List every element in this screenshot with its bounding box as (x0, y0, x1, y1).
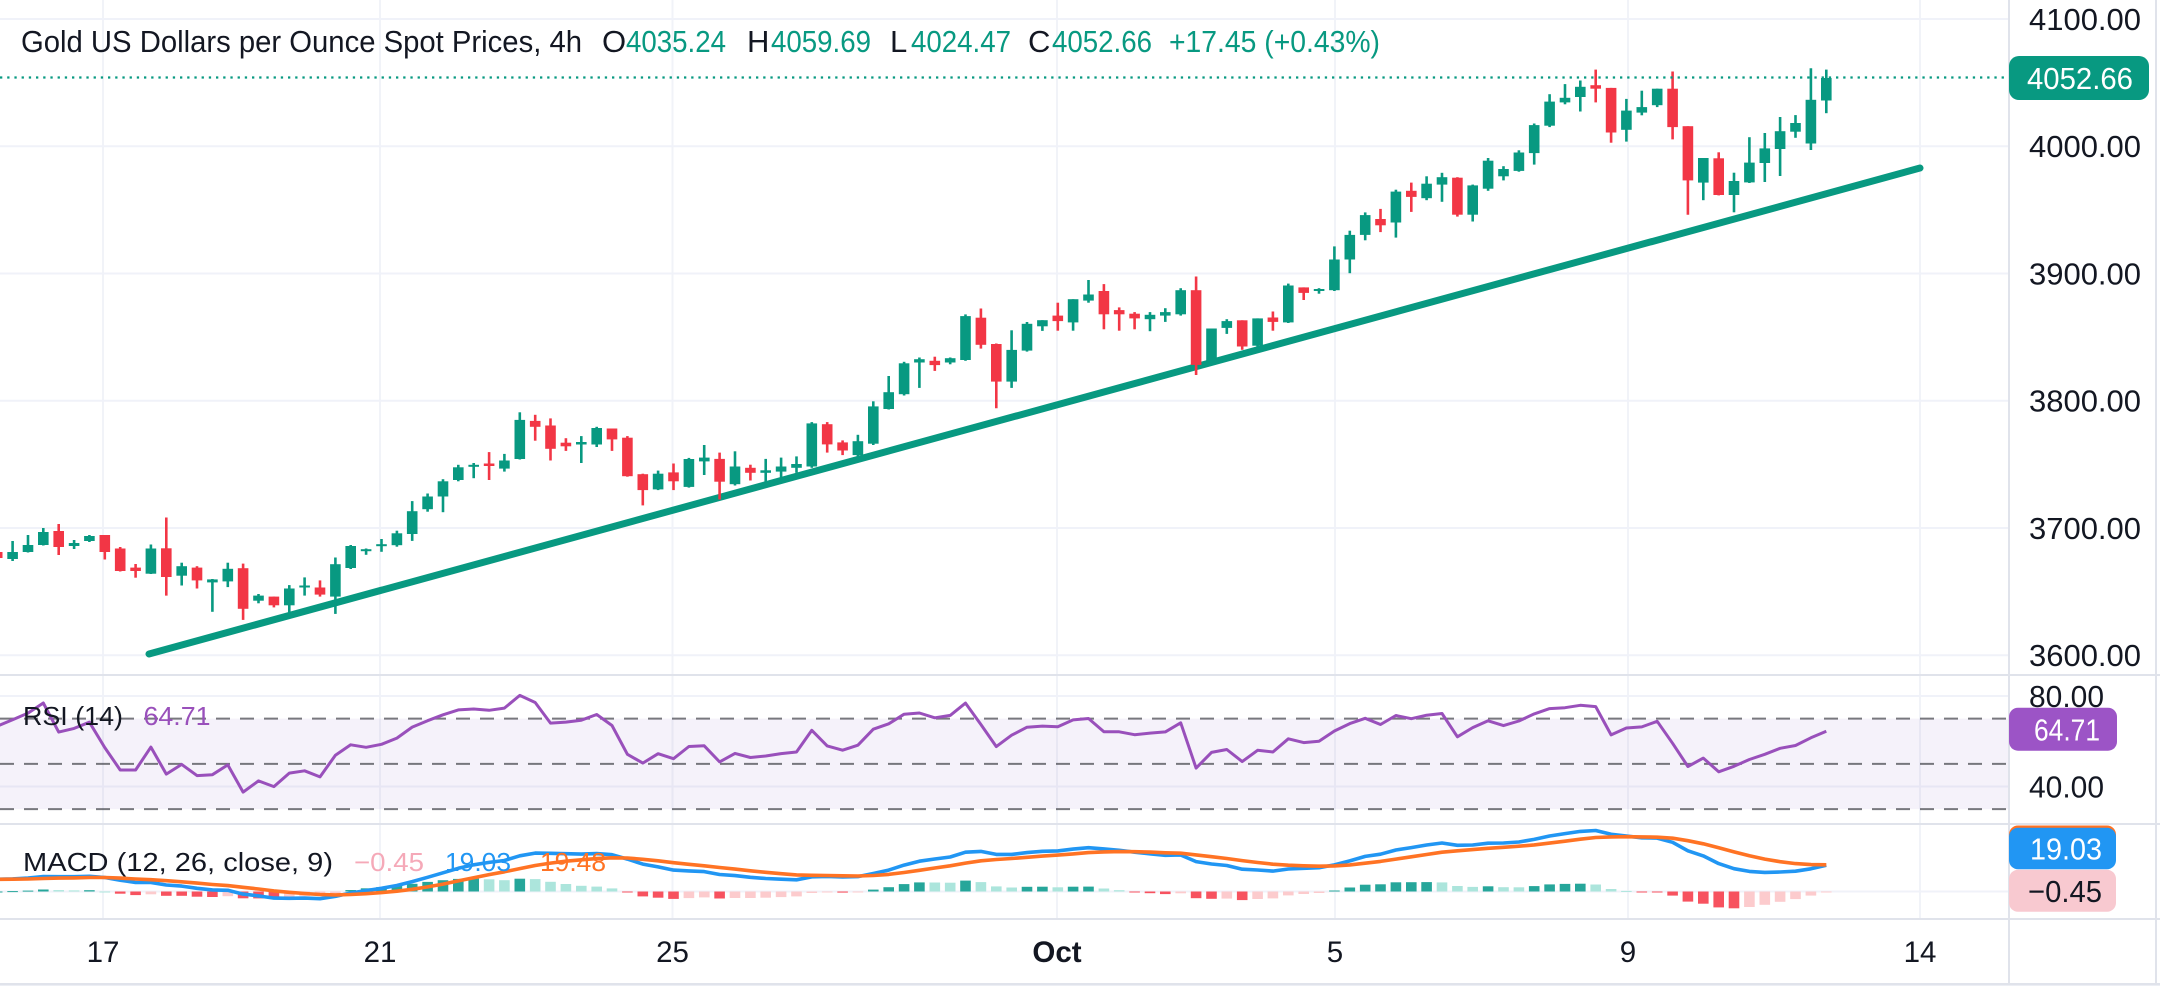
svg-text:−0.45: −0.45 (2028, 874, 2102, 909)
svg-text:RSI (14): RSI (14) (23, 701, 123, 731)
svg-text:4052.66: 4052.66 (1052, 24, 1152, 59)
svg-text:H: H (747, 24, 769, 59)
svg-text:17: 17 (87, 936, 120, 969)
svg-text:9: 9 (1620, 936, 1636, 969)
svg-text:4000.00: 4000.00 (2029, 129, 2141, 164)
svg-text:4100.00: 4100.00 (2029, 2, 2141, 37)
svg-text:19.03: 19.03 (445, 847, 511, 877)
svg-text:+17.45 (+0.43%): +17.45 (+0.43%) (1169, 24, 1380, 59)
svg-text:3900.00: 3900.00 (2029, 257, 2141, 292)
svg-text:64.71: 64.71 (2034, 713, 2100, 748)
svg-text:4052.66: 4052.66 (2027, 61, 2133, 96)
svg-text:5: 5 (1327, 936, 1343, 969)
svg-text:19.48: 19.48 (540, 847, 606, 877)
svg-text:25: 25 (656, 936, 689, 969)
svg-text:MACD (12, 26, close, 9): MACD (12, 26, close, 9) (23, 847, 333, 877)
svg-text:C: C (1028, 24, 1050, 59)
svg-text:3700.00: 3700.00 (2029, 511, 2141, 546)
svg-text:64.71: 64.71 (144, 701, 211, 731)
svg-text:19.03: 19.03 (2030, 832, 2102, 867)
svg-text:3800.00: 3800.00 (2029, 384, 2141, 419)
svg-text:−0.45: −0.45 (354, 847, 424, 877)
svg-text:O: O (602, 24, 626, 59)
svg-text:14: 14 (1904, 936, 1937, 969)
svg-text:40.00: 40.00 (2029, 770, 2104, 805)
svg-text:4035.24: 4035.24 (626, 24, 726, 59)
svg-text:Oct: Oct (1032, 936, 1081, 969)
svg-text:4059.69: 4059.69 (771, 24, 871, 59)
svg-text:21: 21 (364, 936, 397, 969)
svg-text:3600.00: 3600.00 (2029, 638, 2141, 673)
svg-text:Gold US Dollars per Ounce Spot: Gold US Dollars per Ounce Spot Prices, 4… (21, 24, 582, 59)
svg-text:4024.47: 4024.47 (911, 24, 1011, 59)
svg-text:L: L (890, 24, 907, 59)
